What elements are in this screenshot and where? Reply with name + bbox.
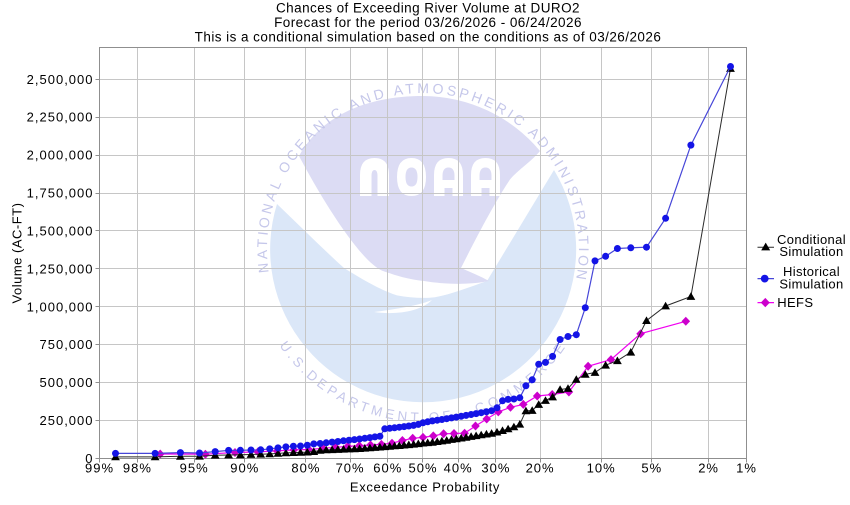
svg-text:2%: 2% [698,461,719,476]
svg-text:90%: 90% [230,461,259,476]
svg-text:60%: 60% [373,461,402,476]
svg-text:Simulation: Simulation [779,276,843,291]
svg-text:Volume (AC-FT): Volume (AC-FT) [10,203,25,304]
svg-text:1%: 1% [736,461,757,476]
svg-text:40%: 40% [444,461,473,476]
svg-text:5%: 5% [641,461,662,476]
svg-text:500,000: 500,000 [40,375,94,390]
svg-text:1,750,000: 1,750,000 [27,186,94,201]
svg-text:HEFS: HEFS [777,295,813,310]
svg-text:95%: 95% [180,461,209,476]
svg-text:30%: 30% [481,461,510,476]
svg-text:750,000: 750,000 [40,337,94,352]
svg-text:70%: 70% [336,461,365,476]
svg-text:10%: 10% [587,461,616,476]
svg-text:Exceedance Probability: Exceedance Probability [350,480,500,495]
svg-text:Chances of Exceeding River Vol: Chances of Exceeding River Volume at DUR… [276,1,580,16]
svg-text:1,500,000: 1,500,000 [27,224,94,239]
svg-text:This is a conditional simulati: This is a conditional simulation based o… [195,30,662,45]
svg-text:Simulation: Simulation [779,244,843,259]
svg-text:98%: 98% [123,461,152,476]
svg-text:20%: 20% [526,461,555,476]
svg-text:Historical: Historical [783,264,840,279]
svg-text:99%: 99% [85,461,114,476]
svg-text:2,000,000: 2,000,000 [27,148,94,163]
svg-text:80%: 80% [291,461,320,476]
svg-text:Conditional: Conditional [777,232,846,247]
svg-text:0: 0 [85,451,93,466]
svg-text:1,000,000: 1,000,000 [27,299,94,314]
svg-text:Forecast for the period 03/26/: Forecast for the period 03/26/2026 - 06/… [274,15,582,30]
svg-text:50%: 50% [408,461,437,476]
svg-text:1,250,000: 1,250,000 [27,261,94,276]
svg-text:2,500,000: 2,500,000 [27,72,94,87]
svg-text:2,250,000: 2,250,000 [27,110,94,125]
svg-text:250,000: 250,000 [40,413,94,428]
